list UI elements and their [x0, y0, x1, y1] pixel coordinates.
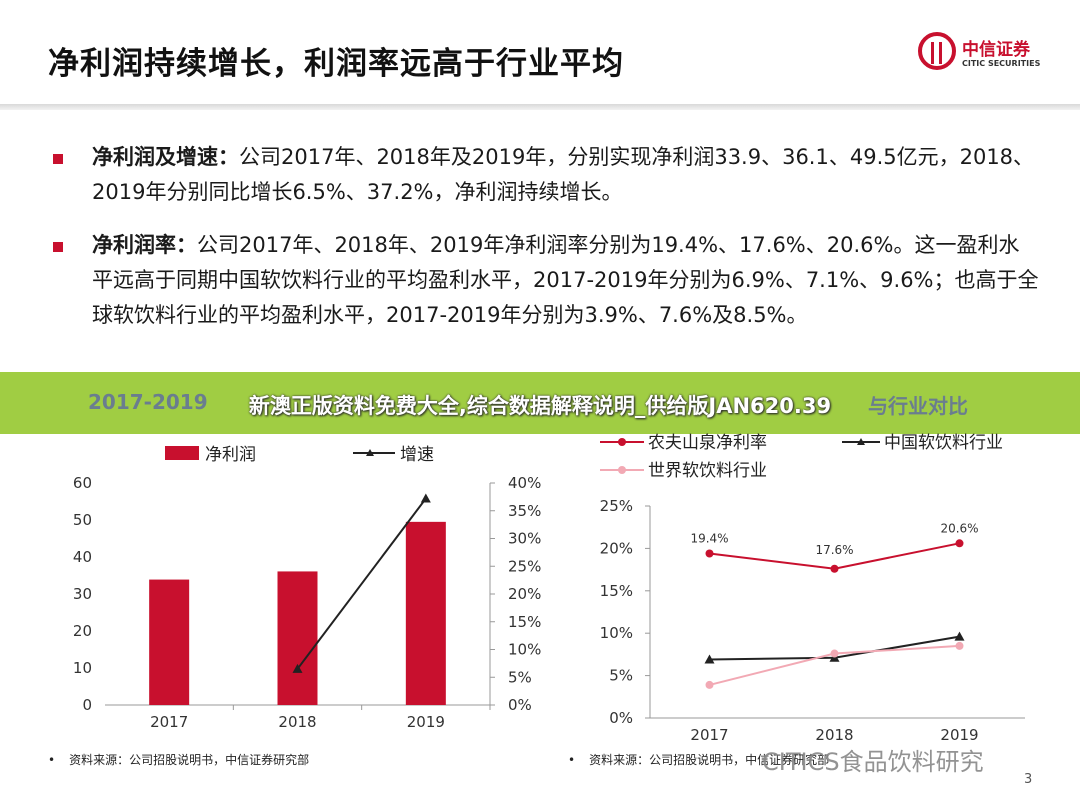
page-number: 3 [1024, 772, 1033, 787]
series-point-0 [830, 564, 839, 573]
banner-behind-text-left: 2017-2019 [88, 390, 208, 414]
slide-header: 净利润持续增长，利润率远高于行业平均 中信证券 CITIC SECURITIES [0, 0, 1080, 104]
bullet-dot-icon: • [568, 753, 576, 767]
y-left-tick-label: 60 [73, 474, 92, 492]
header-divider [0, 104, 1080, 110]
citic-logo-icon [918, 32, 956, 70]
citic-logo: 中信证券 CITIC SECURITIES [918, 32, 1068, 78]
series-point-1 [704, 654, 715, 664]
bullet-item-net-profit: 净利润及增速：公司2017年、2018年及2019年，分别实现净利润33.9、3… [50, 140, 1040, 210]
legend-label-world: 世界软饮料行业 [648, 461, 767, 481]
legend-marker-world [618, 466, 626, 474]
y-left-tick-label: 0 [82, 696, 92, 714]
x-tick-label: 2018 [815, 726, 853, 743]
banner-text: 新澳正版资料免费大全,综合数据解释说明_供给版JAN620.39 [248, 394, 832, 418]
series-point-0 [705, 549, 714, 558]
logo-cn-text: 中信证券 [962, 40, 1030, 60]
y-right-tick-label: 15% [508, 613, 541, 631]
bullet-list: 净利润及增速：公司2017年、2018年及2019年，分别实现净利润33.9、3… [50, 140, 1040, 351]
square-bullet-icon [53, 154, 63, 164]
x-tick-label: 2019 [940, 726, 978, 743]
y-tick-label: 0% [609, 709, 633, 727]
y-tick-label: 10% [600, 624, 633, 642]
net-margin-chart: 农夫山泉净利率 中国软饮料行业世界软饮料行业 0% 5% 10% 15% 20% 25% 201… [560, 428, 1060, 743]
y-left-tick-label: 30 [73, 585, 92, 603]
y-left-tick-label: 10 [73, 659, 92, 677]
y-tick-label: 20% [600, 539, 633, 557]
bullet-text: 公司2017年、2018年、2019年净利润率分别为19.4%、17.6%、20… [92, 233, 1039, 327]
legend-marker-growth [366, 449, 374, 456]
y-tick-label: 15% [600, 582, 633, 600]
series-point-2 [705, 680, 714, 689]
legend-marker-china [857, 438, 865, 445]
y-left-tick-label: 50 [73, 511, 92, 529]
y-right-tick-label: 10% [508, 641, 541, 659]
legend-label-growth: 增速 [400, 445, 434, 465]
y-left-tick-label: 20 [73, 622, 92, 640]
y-right-tick-label: 30% [508, 530, 541, 548]
bar-net-profit [149, 579, 190, 705]
net-profit-chart: 净利润 增速 0 10 20 30 40 50 60 0% 5% 10% 15% 20% 25% 30% 35%… [40, 436, 560, 736]
legend-marker-nongfu [618, 438, 626, 446]
y-right-tick-label: 40% [508, 474, 541, 492]
source-right-text: 资料来源：公司招股说明书，中信证券研究部 [589, 753, 830, 767]
square-bullet-icon [53, 242, 63, 252]
series-point-2 [830, 649, 839, 658]
y-right-tick-label: 35% [508, 502, 541, 520]
y-tick-label: 25% [600, 497, 633, 515]
growth-point [420, 493, 431, 503]
bar-net-profit [277, 571, 318, 705]
page-title: 净利润持续增长，利润率远高于行业平均 [48, 46, 624, 82]
legend-label-nongfu: 农夫山泉净利率 [648, 433, 767, 453]
bullet-text: 公司2017年、2018年及2019年，分别实现净利润33.9、36.1、49.… [92, 145, 1035, 204]
data-label: 19.4% [690, 531, 728, 545]
bullet-item-net-margin: 净利润率：公司2017年、2018年、2019年净利润率分别为19.4%、17.… [50, 228, 1040, 333]
series-point-1 [954, 631, 965, 641]
y-right-tick-label: 5% [508, 668, 532, 686]
y-right-tick-label: 0% [508, 696, 532, 714]
y-right-tick-label: 20% [508, 585, 541, 603]
legend-label-china: 中国软饮料行业 [884, 433, 1003, 453]
bar-net-profit [405, 521, 446, 705]
legend-swatch-net-profit [165, 446, 199, 460]
series-point-0 [955, 539, 964, 548]
x-tick-label: 2017 [690, 726, 728, 743]
data-label: 17.6% [815, 543, 853, 557]
y-right-tick-label: 25% [508, 557, 541, 575]
net-profit-chart-svg: 净利润 增速 0 10 20 30 40 50 60 0% 5% 10% 15% 20% 25% 30% 35%… [73, 445, 541, 731]
y-tick-label: 5% [609, 667, 633, 685]
bullet-dot-icon: • [48, 753, 56, 767]
x-tick-label: 2017 [150, 713, 188, 731]
growth-line [296, 497, 427, 670]
logo-en-text: CITIC SECURITIES [962, 59, 1041, 68]
bullet-title: 净利润率： [92, 233, 197, 257]
bullet-title: 净利润及增速： [92, 145, 239, 169]
x-tick-label: 2018 [278, 713, 316, 731]
growth-point [292, 663, 303, 673]
x-tick-label: 2019 [407, 713, 445, 731]
data-label: 20.6% [940, 521, 978, 535]
source-note-right: • 资料来源：公司招股说明书，中信证券研究部 [568, 751, 829, 768]
legend-label-net-profit: 净利润 [205, 445, 256, 465]
source-note-left: • 资料来源：公司招股说明书，中信证券研究部 [48, 751, 309, 768]
series-point-2 [955, 641, 964, 650]
y-left-tick-label: 40 [73, 548, 92, 566]
watermark: CITICS食品饮料研究 [762, 748, 984, 776]
overlay-banner [0, 372, 1080, 434]
banner-behind-text-right: 与行业对比 [868, 394, 968, 418]
source-left-text: 资料来源：公司招股说明书，中信证券研究部 [69, 753, 310, 767]
